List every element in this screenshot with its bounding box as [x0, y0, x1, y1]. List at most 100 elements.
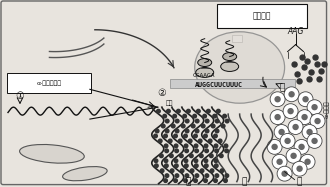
Circle shape: [305, 59, 310, 64]
Circle shape: [174, 179, 177, 182]
Circle shape: [215, 129, 219, 133]
Circle shape: [200, 169, 204, 172]
Circle shape: [282, 171, 287, 176]
Circle shape: [215, 149, 218, 153]
Circle shape: [184, 179, 187, 182]
Circle shape: [194, 179, 197, 182]
Circle shape: [322, 62, 327, 67]
Text: ②: ②: [157, 88, 166, 98]
Circle shape: [194, 144, 198, 148]
Circle shape: [195, 149, 198, 153]
Circle shape: [279, 130, 284, 134]
Circle shape: [214, 164, 218, 168]
Ellipse shape: [198, 59, 212, 67]
Circle shape: [309, 70, 314, 75]
Circle shape: [289, 92, 294, 97]
Circle shape: [183, 114, 186, 118]
Circle shape: [184, 134, 187, 138]
Circle shape: [225, 149, 228, 153]
Circle shape: [185, 129, 189, 133]
Circle shape: [161, 124, 165, 128]
Circle shape: [225, 119, 229, 123]
Circle shape: [154, 164, 158, 168]
Circle shape: [315, 119, 320, 124]
Circle shape: [295, 72, 300, 77]
Circle shape: [193, 114, 196, 118]
Ellipse shape: [223, 53, 237, 61]
Circle shape: [220, 169, 224, 172]
Circle shape: [275, 97, 280, 102]
Circle shape: [205, 164, 208, 168]
Circle shape: [194, 164, 198, 168]
Circle shape: [299, 144, 304, 149]
Circle shape: [275, 115, 280, 119]
Circle shape: [313, 55, 318, 60]
Circle shape: [303, 97, 308, 102]
Circle shape: [286, 148, 301, 163]
Bar: [232, 35, 242, 42]
Circle shape: [160, 169, 164, 172]
Circle shape: [184, 144, 188, 148]
Circle shape: [180, 169, 184, 172]
Circle shape: [293, 125, 298, 130]
Ellipse shape: [63, 167, 107, 181]
Circle shape: [297, 79, 302, 84]
Circle shape: [171, 124, 175, 128]
Text: 放大: 放大: [166, 100, 174, 106]
Circle shape: [307, 77, 312, 82]
Text: α-淀粉酶基因: α-淀粉酶基因: [36, 81, 61, 86]
Circle shape: [312, 138, 317, 143]
Circle shape: [307, 130, 312, 134]
FancyBboxPatch shape: [217, 4, 307, 28]
Circle shape: [267, 140, 282, 154]
Circle shape: [215, 174, 219, 177]
Circle shape: [186, 109, 190, 113]
Circle shape: [201, 124, 205, 128]
Circle shape: [224, 179, 227, 182]
Circle shape: [221, 124, 225, 128]
Circle shape: [157, 109, 160, 113]
Circle shape: [164, 134, 167, 138]
Circle shape: [270, 110, 285, 125]
Text: 丙: 丙: [242, 177, 248, 186]
Text: CGAAGA: CGAAGA: [193, 73, 215, 78]
Text: AAG: AAG: [287, 27, 304, 36]
Circle shape: [175, 174, 179, 177]
Circle shape: [312, 105, 317, 110]
Circle shape: [214, 179, 217, 182]
Circle shape: [163, 114, 167, 118]
Circle shape: [288, 109, 293, 114]
Circle shape: [214, 144, 218, 148]
Circle shape: [185, 149, 188, 153]
Circle shape: [292, 161, 307, 176]
Circle shape: [272, 154, 287, 169]
Circle shape: [213, 114, 216, 118]
Ellipse shape: [221, 62, 239, 71]
Circle shape: [190, 169, 194, 172]
Circle shape: [154, 134, 157, 138]
Circle shape: [298, 92, 313, 107]
Circle shape: [307, 100, 322, 115]
Circle shape: [203, 114, 207, 118]
Ellipse shape: [19, 145, 84, 163]
Circle shape: [300, 154, 315, 169]
Circle shape: [200, 154, 203, 158]
Circle shape: [302, 125, 317, 140]
Circle shape: [177, 109, 180, 113]
Circle shape: [302, 115, 307, 119]
Circle shape: [223, 114, 226, 118]
Circle shape: [195, 129, 199, 133]
Text: 甲: 甲: [280, 83, 285, 92]
Circle shape: [218, 139, 222, 143]
Circle shape: [204, 134, 207, 138]
Circle shape: [184, 159, 188, 163]
Circle shape: [170, 154, 173, 158]
Circle shape: [300, 55, 305, 60]
Circle shape: [284, 87, 299, 102]
Circle shape: [165, 119, 169, 123]
Circle shape: [297, 110, 312, 125]
Circle shape: [170, 169, 174, 172]
Circle shape: [205, 129, 209, 133]
Circle shape: [174, 134, 177, 138]
Circle shape: [297, 166, 302, 171]
